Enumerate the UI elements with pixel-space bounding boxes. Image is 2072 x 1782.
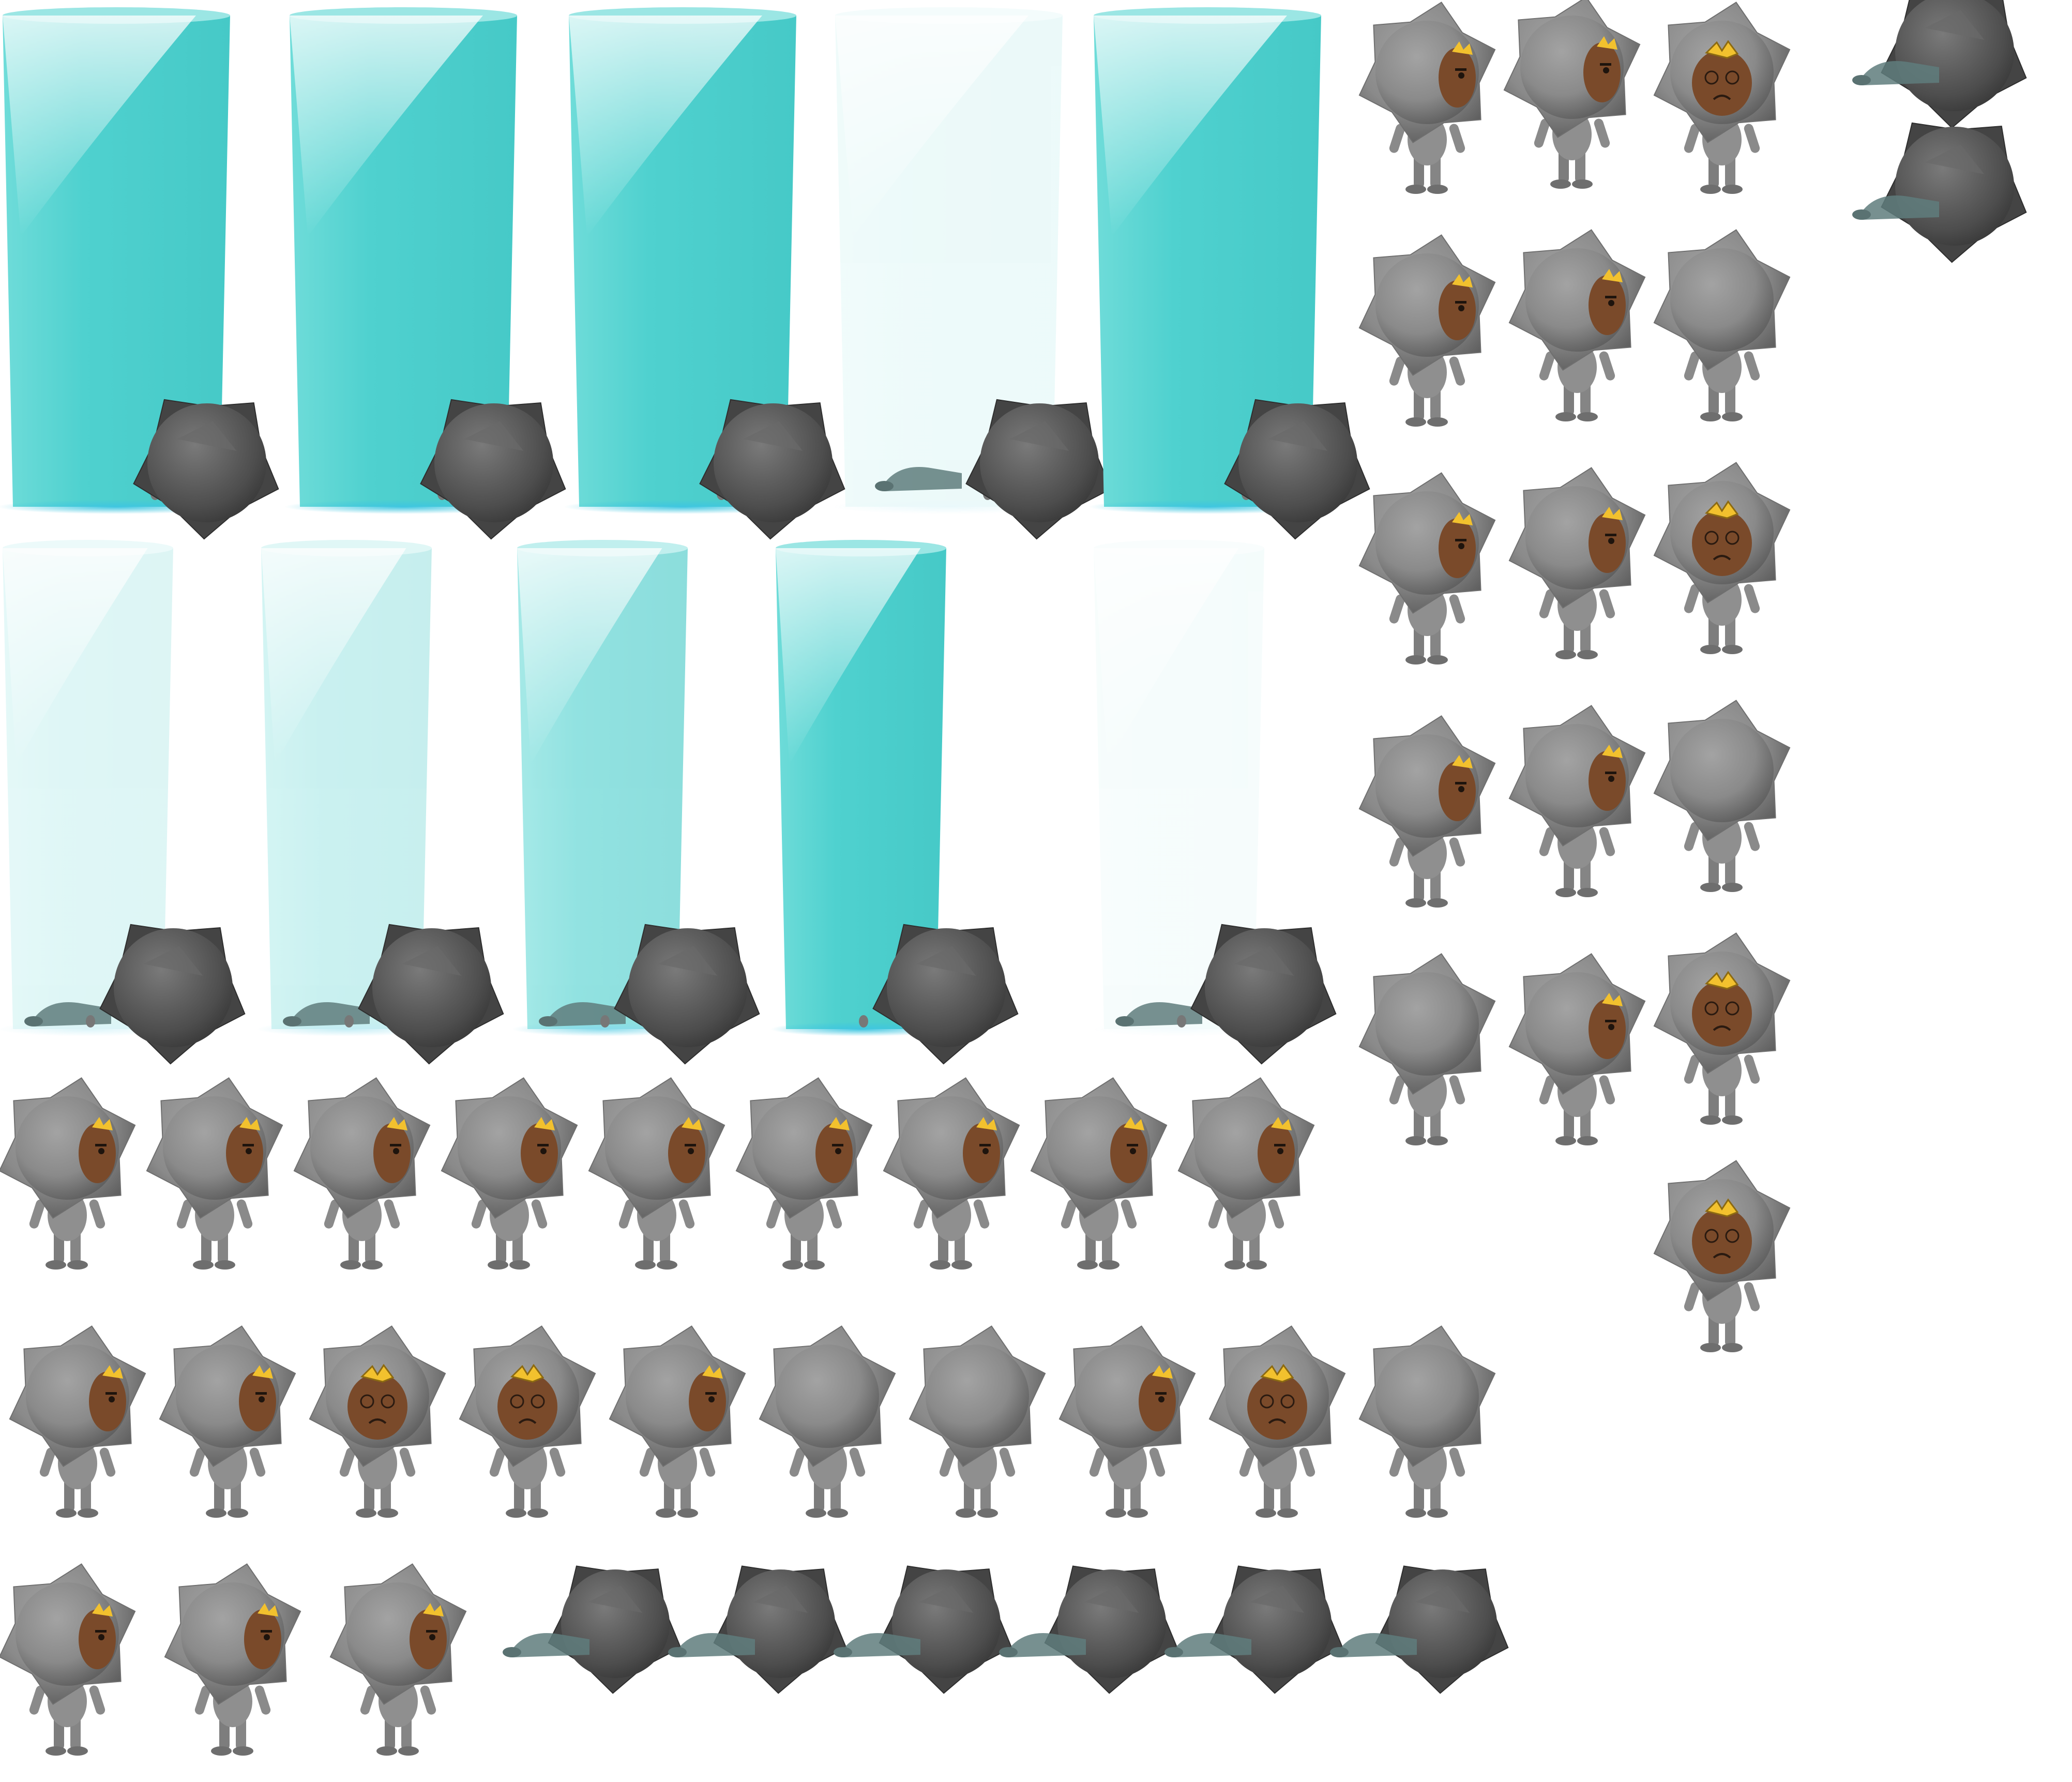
walk-row1-sprite-4 <box>441 1077 578 1270</box>
right-block-sprite-3 <box>1653 2 1791 194</box>
right-block-sprite-16 <box>1508 953 1646 1145</box>
right-block-sprite-6 <box>1358 234 1496 427</box>
right-block-fallen-5 <box>1852 195 1939 220</box>
walk-row1-sprite-3 <box>293 1077 431 1270</box>
fall-row-ball-6 <box>879 1565 1012 1694</box>
ball-form-10 <box>1190 924 1337 1065</box>
fall-row-body-5 <box>668 1633 755 1657</box>
teleport-beam-1 <box>0 7 235 514</box>
teleport-beam-7 <box>256 540 437 1036</box>
fall-row-ball-5 <box>713 1565 847 1694</box>
walk-row1-sprite-5 <box>588 1077 725 1270</box>
teleport-beam-5 <box>1088 7 1326 514</box>
ball-form-5 <box>1224 399 1370 540</box>
teleport-beam-2 <box>284 7 522 514</box>
right-block-sprite-10 <box>1508 467 1646 659</box>
walk-row1-sprite-2 <box>146 1077 283 1270</box>
teleport-beam-3 <box>564 7 801 514</box>
teleport-beam-6 <box>0 540 178 1036</box>
walk-row1-sprite-1 <box>0 1077 136 1270</box>
ball-form-6 <box>99 924 246 1065</box>
walk-row2-sprite-3 <box>309 1325 446 1518</box>
fall-row-body-4 <box>503 1633 589 1657</box>
fall-row-body-9 <box>1330 1633 1417 1657</box>
fall-row-body-7 <box>999 1633 1086 1657</box>
fall-row-sprite-1 <box>0 1563 136 1756</box>
pebble <box>1177 1015 1186 1028</box>
right-block-sprite-8 <box>1653 229 1791 421</box>
pebble <box>344 1015 354 1028</box>
walk-row2-sprite-2 <box>159 1325 296 1518</box>
ball-form-4 <box>965 399 1112 540</box>
right-block-sprite-2 <box>1503 0 1641 189</box>
walk-row2-sprite-9 <box>1208 1325 1346 1518</box>
right-block-ball-4 <box>1881 0 2027 129</box>
right-block-sprite-12 <box>1358 715 1496 908</box>
fall-row-body-8 <box>1164 1633 1251 1657</box>
ball-form-1 <box>133 399 279 540</box>
ball-form-2 <box>420 399 566 540</box>
walk-row1-sprite-8 <box>1030 1077 1168 1270</box>
fall-row-ball-4 <box>548 1565 682 1694</box>
right-block-fallen-4 <box>1852 61 1939 85</box>
ball-form-3 <box>699 399 845 540</box>
right-block-sprite-14 <box>1653 700 1791 892</box>
right-block-sprite-7 <box>1508 229 1646 421</box>
fall-row-ball-9 <box>1375 1565 1509 1694</box>
walk-row2-sprite-7 <box>909 1325 1046 1518</box>
right-block-sprite-9 <box>1358 472 1496 665</box>
walk-row1-sprite-6 <box>735 1077 873 1270</box>
teleport-beam-4 <box>830 7 1068 514</box>
fall-row-ball-8 <box>1209 1565 1343 1694</box>
walk-row2-sprite-6 <box>759 1325 896 1518</box>
fall-row-body-6 <box>834 1633 920 1657</box>
fall-row-sprite-2 <box>164 1563 301 1756</box>
walk-row2-sprite-8 <box>1058 1325 1196 1518</box>
right-block-sprite-17 <box>1653 932 1791 1125</box>
fall-row-ball-7 <box>1044 1565 1178 1694</box>
right-block-sprite-13 <box>1508 705 1646 897</box>
teleport-beam-9 <box>770 540 951 1036</box>
walk-row2-sprite-5 <box>609 1325 746 1518</box>
ball-form-9 <box>872 924 1019 1065</box>
walk-row2-sprite-1 <box>9 1325 146 1518</box>
right-block-sprite-11 <box>1653 462 1791 654</box>
walk-row1-sprite-7 <box>883 1077 1020 1270</box>
fallen-body-4 <box>875 467 962 491</box>
pebble <box>859 1015 868 1028</box>
right-block-sprite-1 <box>1358 2 1496 194</box>
walk-row2-sprite-4 <box>459 1325 596 1518</box>
ball-form-8 <box>614 924 760 1065</box>
pebble <box>600 1015 610 1028</box>
right-block-ball-5 <box>1881 122 2027 263</box>
fall-row-sprite-3 <box>329 1563 467 1756</box>
pebble <box>86 1015 95 1028</box>
walk-row2-sprite-10 <box>1358 1325 1496 1518</box>
walk-row1-sprite-9 <box>1177 1077 1315 1270</box>
right-block-sprite-15 <box>1358 953 1496 1145</box>
ball-form-7 <box>358 924 504 1065</box>
right-block-sprite-18 <box>1653 1160 1791 1352</box>
